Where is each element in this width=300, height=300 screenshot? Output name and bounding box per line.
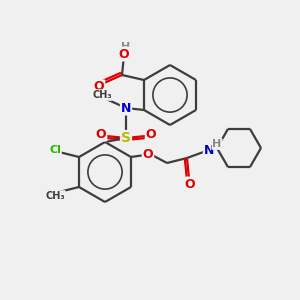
Text: N: N xyxy=(204,143,214,157)
Text: N: N xyxy=(121,101,131,115)
Text: Cl: Cl xyxy=(49,145,61,155)
Text: CH₃: CH₃ xyxy=(92,90,112,100)
Text: CH₃: CH₃ xyxy=(45,191,65,201)
Text: H: H xyxy=(122,42,130,52)
Text: O: O xyxy=(96,128,106,140)
Text: O: O xyxy=(143,148,153,160)
Text: O: O xyxy=(94,80,104,94)
Text: O: O xyxy=(146,128,156,140)
Text: H: H xyxy=(212,139,222,149)
Text: S: S xyxy=(121,131,131,145)
Text: O: O xyxy=(119,47,129,61)
Text: O: O xyxy=(185,178,195,190)
